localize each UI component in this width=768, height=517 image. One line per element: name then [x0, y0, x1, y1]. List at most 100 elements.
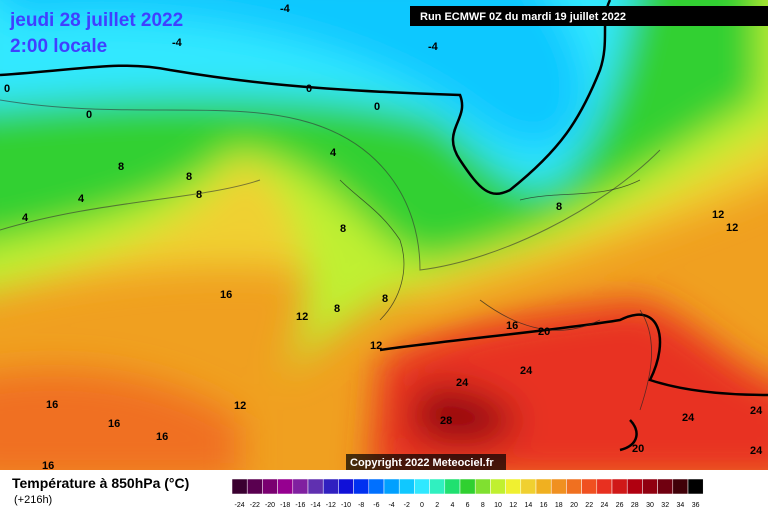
legend-swatch: [474, 478, 491, 495]
legend-swatch: [322, 478, 339, 495]
map-title: jeudi 28 juillet 2022: [9, 10, 183, 31]
legend-swatch: [611, 478, 628, 495]
legend-swatch: [383, 478, 400, 495]
legend-swatch: [459, 478, 476, 495]
legend-label: -12: [326, 502, 336, 509]
legend-label: 22: [585, 502, 593, 509]
contour-label: 4: [78, 193, 85, 205]
footer-title: Température à 850hPa (°C): [12, 475, 189, 491]
contour-label: 16: [46, 399, 58, 411]
legend-label: 12: [509, 502, 517, 509]
legend-swatch: [277, 478, 294, 495]
legend-swatch: [581, 478, 598, 495]
contour-label: 8: [196, 189, 202, 201]
legend-label: -20: [265, 502, 275, 509]
contour-labels: -4-4 -40000444888888812121212121616161616…: [4, 3, 763, 472]
contour-label: 8: [334, 303, 340, 315]
legend-swatch: [657, 478, 674, 495]
legend-label: 30: [646, 502, 654, 509]
legend-swatch: [338, 478, 354, 495]
legend-swatch: [231, 478, 248, 495]
legend-swatch: [429, 478, 446, 495]
contour-label: 0: [86, 109, 92, 121]
run-info: Run ECMWF 0Z du mardi 19 juillet 2022: [420, 11, 626, 23]
legend-label: 8: [481, 502, 485, 509]
contour-label: 0: [4, 83, 10, 95]
legend-label: -2: [404, 502, 410, 509]
contour-label: 8: [186, 171, 192, 183]
contour-label: 24: [682, 412, 695, 424]
contour-label: -4: [280, 3, 291, 15]
contour-label: 16: [506, 320, 518, 332]
copyright-banner: [346, 454, 506, 470]
legend-swatch: [398, 478, 415, 495]
legend-swatch: [353, 478, 370, 495]
legend-label: 6: [466, 502, 470, 509]
legend-swatch: [626, 478, 643, 495]
legend-swatch: [368, 478, 385, 495]
contour-label: 16: [42, 460, 54, 472]
legend-label: 36: [692, 502, 700, 509]
temperature-field: [0, 0, 768, 480]
legend-swatch: [490, 478, 506, 495]
contour-label: 24: [750, 405, 763, 417]
legend-swatch: [520, 478, 537, 495]
legend-swatch: [262, 478, 278, 495]
legend-label: 10: [494, 502, 502, 509]
legend-label: -22: [250, 502, 260, 509]
contour-label: 0: [374, 101, 380, 113]
contour-label: 8: [118, 161, 124, 173]
contour-label: -4: [172, 37, 183, 49]
legend-swatch: [596, 478, 613, 495]
legend-swatch: [307, 478, 324, 495]
legend-swatch: [505, 478, 522, 495]
legend-swatch: [550, 478, 567, 495]
legend-swatch: [292, 478, 309, 495]
contour-label: 0: [306, 83, 312, 95]
contour-label: -4: [428, 41, 439, 53]
legend-swatch: [414, 478, 430, 495]
contour-label: 8: [556, 201, 562, 213]
contour-label: 4: [22, 212, 29, 224]
contour-label: 12: [296, 311, 308, 323]
legend-label: -4: [388, 502, 394, 509]
legend-label: 24: [601, 502, 609, 509]
legend-label: 14: [525, 502, 533, 509]
contour-label: 8: [382, 293, 388, 305]
legend-swatch: [642, 478, 658, 495]
legend-label: 4: [450, 502, 454, 509]
legend-swatch: [535, 478, 552, 495]
legend-label: 34: [677, 502, 685, 509]
contour-label: 24: [456, 377, 469, 389]
legend-label: -8: [358, 502, 364, 509]
contour-label: 16: [156, 431, 168, 443]
legend-swatch: [672, 478, 689, 495]
legend-label: -24: [235, 502, 245, 509]
contour-label: 12: [370, 340, 382, 352]
contour-label: 4: [330, 147, 337, 159]
contour-label: 12: [712, 209, 724, 221]
legend-swatch: [246, 478, 263, 495]
legend-label: -18: [280, 502, 290, 509]
legend-label: 28: [631, 502, 639, 509]
legend-label: -6: [373, 502, 379, 509]
footer-subtitle: (+216h): [14, 494, 52, 506]
run-banner: [410, 6, 768, 26]
legend-label: 16: [540, 502, 548, 509]
contour-label: 16: [108, 418, 120, 430]
contour-label: 12: [726, 222, 738, 234]
contour-label: 20: [632, 443, 644, 455]
legend-label: 32: [661, 502, 669, 509]
legend-label: 0: [420, 502, 424, 509]
copyright: Copyright 2022 Meteociel.fr: [350, 457, 494, 469]
map-subtitle: 2:00 locale: [10, 36, 107, 57]
contour-label: 24: [750, 445, 763, 457]
legend-label: 2: [435, 502, 439, 509]
legend-label: 20: [570, 502, 578, 509]
contour-label: 8: [340, 223, 346, 235]
contour-label: 16: [220, 289, 232, 301]
legend-swatch: [444, 478, 461, 495]
legend-label: -10: [341, 502, 351, 509]
